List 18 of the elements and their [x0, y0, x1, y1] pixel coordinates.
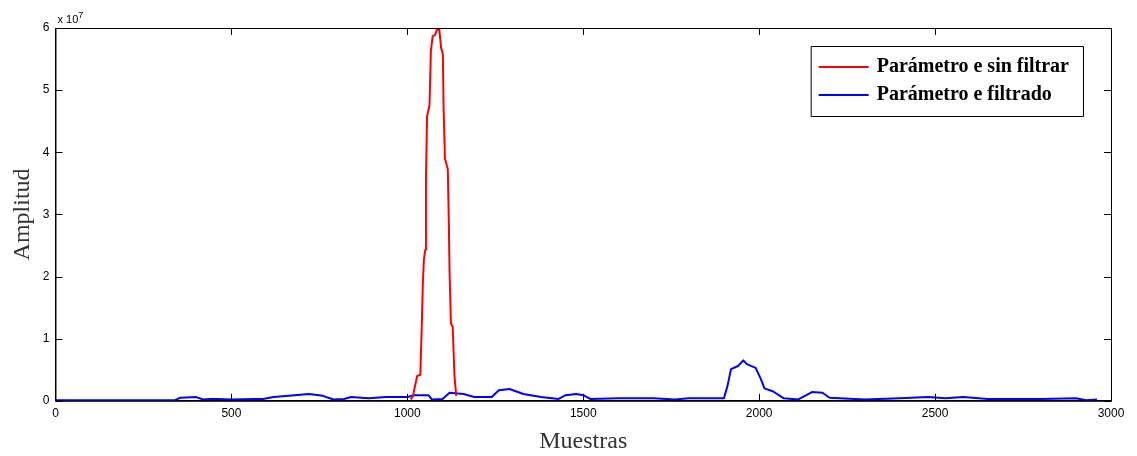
y-tick-label: 6	[42, 20, 50, 35]
x-tick-label: 0	[52, 406, 60, 421]
x-axis-title: Muestras	[539, 426, 628, 453]
y-axis-title: Amplitud	[7, 168, 34, 261]
y-tick-label: 4	[42, 144, 50, 159]
x-tick-label: 1500	[569, 406, 597, 421]
y-tick-label: 3	[42, 206, 50, 221]
x-tick-label: 2500	[921, 406, 949, 421]
legend-label: Parámetro e sin filtrar	[876, 54, 1070, 77]
legend-label: Parámetro e filtrado	[876, 82, 1052, 105]
y-tick-label: 0	[42, 393, 50, 408]
x-tick-label: 500	[221, 406, 242, 421]
x-tick-label: 3000	[1097, 406, 1125, 421]
y-tick-label: 2	[42, 268, 50, 283]
x-tick-label: 2000	[745, 406, 773, 421]
y-tick-label: 1	[42, 330, 50, 345]
y-tick-label: 5	[42, 82, 50, 97]
x-tick-label: 1000	[393, 406, 421, 421]
